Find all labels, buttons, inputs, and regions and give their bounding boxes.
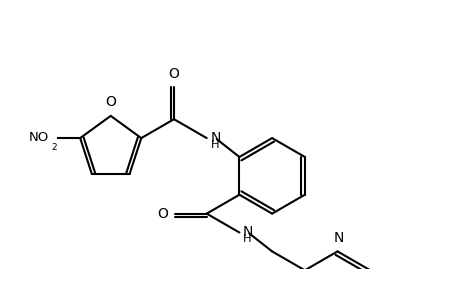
Text: O: O xyxy=(157,207,167,220)
Text: N: N xyxy=(242,224,252,239)
Text: O: O xyxy=(105,95,116,109)
Text: H: H xyxy=(210,140,219,150)
Text: NO: NO xyxy=(29,130,49,144)
Text: N: N xyxy=(333,231,343,245)
Text: N: N xyxy=(210,131,221,145)
Text: 2: 2 xyxy=(51,142,56,152)
Text: O: O xyxy=(168,67,179,81)
Text: H: H xyxy=(242,235,251,244)
